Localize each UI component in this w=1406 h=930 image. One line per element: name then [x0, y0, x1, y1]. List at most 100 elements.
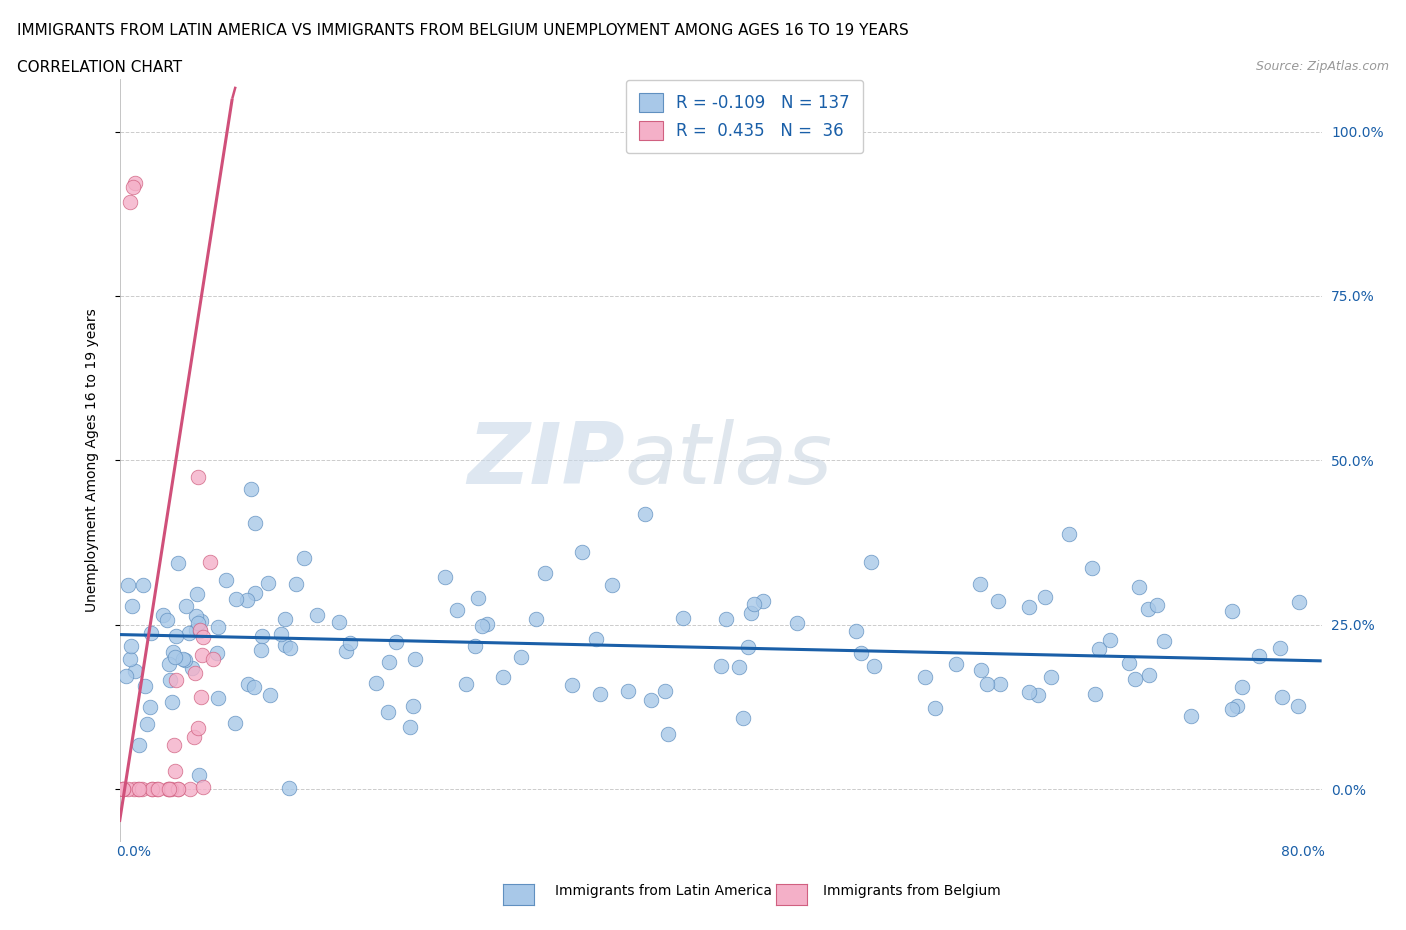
Point — [186, 586, 208, 601]
Point — [115, 669, 138, 684]
Point — [969, 577, 991, 591]
Point — [146, 781, 169, 796]
Point — [307, 607, 329, 622]
Point — [845, 624, 868, 639]
Point — [165, 629, 187, 644]
Point — [1220, 604, 1243, 618]
Point — [1220, 701, 1243, 716]
Point — [617, 684, 640, 698]
Point — [786, 616, 808, 631]
Point — [284, 577, 307, 591]
Text: Immigrants from Latin America: Immigrants from Latin America — [555, 884, 772, 898]
Point — [752, 593, 775, 608]
Point — [177, 626, 200, 641]
Point — [1018, 599, 1040, 614]
Point — [402, 698, 425, 713]
Point — [672, 610, 695, 625]
Point — [165, 650, 187, 665]
Point — [1137, 668, 1160, 683]
Point — [1084, 686, 1107, 701]
Point — [172, 651, 194, 666]
Point — [190, 690, 212, 705]
Point — [377, 705, 399, 720]
Point — [475, 617, 498, 631]
Point — [112, 781, 135, 796]
Point — [240, 482, 263, 497]
Point — [561, 677, 583, 692]
Point — [849, 645, 872, 660]
Point — [214, 573, 236, 588]
Point — [988, 676, 1011, 691]
Point — [135, 716, 157, 731]
Point — [634, 507, 657, 522]
Point — [167, 781, 190, 796]
Point — [270, 627, 292, 642]
Point — [1123, 671, 1146, 686]
Point — [249, 643, 271, 658]
Text: 0.0%: 0.0% — [117, 845, 152, 859]
Point — [378, 655, 401, 670]
Point — [731, 711, 754, 725]
Point — [180, 660, 202, 675]
Point — [157, 657, 180, 671]
Point — [163, 764, 186, 778]
Point — [128, 781, 150, 796]
Point — [471, 618, 494, 633]
Point — [509, 649, 531, 664]
Point — [225, 591, 247, 606]
Point — [250, 629, 273, 644]
Point — [243, 680, 266, 695]
Point — [198, 555, 221, 570]
Point — [120, 195, 142, 210]
Point — [152, 607, 174, 622]
Point — [257, 575, 280, 590]
Point — [245, 586, 267, 601]
Point — [184, 608, 207, 623]
Point — [160, 781, 183, 796]
Point — [737, 640, 759, 655]
Point — [1268, 640, 1291, 655]
Text: IMMIGRANTS FROM LATIN AMERICA VS IMMIGRANTS FROM BELGIUM UNEMPLOYMENT AMONG AGES: IMMIGRANTS FROM LATIN AMERICA VS IMMIGRA… — [17, 23, 908, 38]
Point — [191, 648, 214, 663]
Point — [259, 687, 281, 702]
Point — [274, 612, 297, 627]
Point — [120, 639, 142, 654]
Point — [188, 623, 211, 638]
Point — [467, 591, 489, 605]
Point — [122, 781, 145, 796]
Point — [1153, 633, 1175, 648]
Point — [492, 670, 515, 684]
Point — [162, 645, 184, 660]
Point — [128, 737, 150, 752]
Point — [464, 639, 486, 654]
Point — [207, 690, 229, 705]
Point — [187, 721, 209, 736]
Point — [157, 781, 180, 796]
Point — [742, 597, 765, 612]
Point — [124, 663, 146, 678]
Point — [157, 781, 180, 796]
Point — [187, 470, 209, 485]
Point — [165, 672, 187, 687]
Point — [191, 630, 214, 644]
Point — [1026, 687, 1049, 702]
Point — [124, 175, 146, 190]
Point — [366, 675, 388, 690]
Point — [148, 781, 170, 796]
Point — [654, 684, 676, 698]
Point — [112, 781, 135, 796]
Point — [1286, 698, 1309, 713]
Point — [205, 645, 228, 660]
Point — [187, 616, 209, 631]
Point — [167, 555, 190, 570]
Point — [184, 666, 207, 681]
Point — [657, 726, 679, 741]
Point — [1098, 632, 1121, 647]
Point — [224, 715, 246, 730]
Point — [585, 631, 607, 646]
Point — [1146, 597, 1168, 612]
Point — [235, 592, 257, 607]
Point — [117, 578, 139, 592]
Point — [1288, 594, 1310, 609]
Point — [243, 515, 266, 530]
